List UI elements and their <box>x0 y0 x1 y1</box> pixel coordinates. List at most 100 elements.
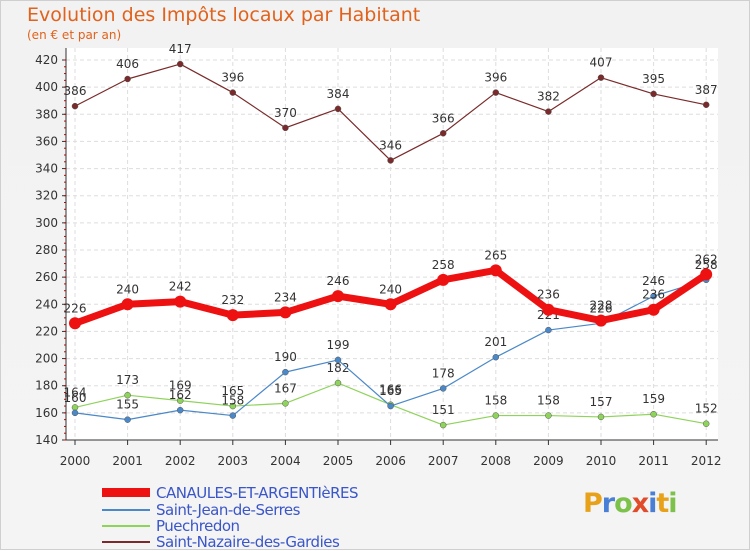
y-tick-label: 260 <box>35 270 58 284</box>
data-label-canaules-et-argenti-res: 226 <box>64 301 87 315</box>
data-point-saint-jean-de-serres <box>282 368 289 376</box>
data-label-canaules-et-argenti-res: 228 <box>590 299 613 313</box>
data-label-canaules-et-argenti-res: 242 <box>169 280 192 294</box>
data-label-saint-nazaire-des-gardies: 417 <box>169 42 192 56</box>
data-label-puechredon: 165 <box>221 384 244 398</box>
y-tick-label: 380 <box>35 107 58 121</box>
x-tick-label: 2003 <box>218 454 249 468</box>
data-point-saint-nazaire-des-gardies <box>387 157 394 164</box>
x-tick-label: 2011 <box>638 454 669 468</box>
y-tick-label: 220 <box>35 324 58 338</box>
data-label-saint-jean-de-serres: 201 <box>484 335 507 349</box>
data-point-canaules-et-argenti-res <box>121 298 134 311</box>
y-tick-label: 200 <box>35 352 58 366</box>
data-label-saint-jean-de-serres: 226 <box>590 301 613 315</box>
proxiti-logo: Proxiti <box>583 488 678 519</box>
data-label-saint-nazaire-des-gardies: 407 <box>590 56 613 70</box>
data-point-puechredon <box>545 412 552 419</box>
data-point-saint-nazaire-des-gardies <box>545 108 552 115</box>
data-point-saint-jean-de-serres <box>124 416 131 423</box>
legend-item: CANAULES-ET-ARGENTIèRES <box>102 484 359 502</box>
data-label-canaules-et-argenti-res: 232 <box>221 293 244 307</box>
data-label-saint-nazaire-des-gardies: 346 <box>379 138 402 152</box>
data-point-canaules-et-argenti-res <box>437 273 450 286</box>
data-point-puechredon <box>439 421 447 429</box>
data-label-puechredon: 159 <box>642 392 665 406</box>
data-point-saint-nazaire-des-gardies <box>702 101 710 109</box>
data-point-saint-jean-de-serres <box>176 406 184 414</box>
legend-label: Saint-Jean-de-Serres <box>156 500 300 519</box>
data-label-saint-jean-de-serres: 199 <box>327 338 350 352</box>
data-point-canaules-et-argenti-res <box>700 268 713 281</box>
legend-swatch <box>102 524 150 527</box>
data-label-canaules-et-argenti-res: 246 <box>327 274 350 288</box>
plot-area <box>66 48 718 440</box>
data-label-saint-jean-de-serres: 165 <box>379 384 402 398</box>
data-label-puechredon: 167 <box>274 381 297 395</box>
chart-subtitle: (en € et par an) <box>27 28 122 42</box>
y-tick-label: 340 <box>35 162 58 176</box>
data-point-canaules-et-argenti-res <box>542 303 555 316</box>
data-point-puechredon <box>492 412 500 419</box>
data-label-canaules-et-argenti-res: 236 <box>537 288 560 302</box>
y-tick-label: 240 <box>35 297 58 311</box>
x-tick-label: 2000 <box>60 454 91 468</box>
data-label-puechredon: 151 <box>432 403 455 417</box>
data-point-saint-jean-de-serres <box>492 353 500 361</box>
y-tick-label: 180 <box>35 379 58 393</box>
data-point-canaules-et-argenti-res <box>69 317 81 330</box>
logo-letter: r <box>601 488 615 519</box>
y-tick-label: 280 <box>35 243 58 257</box>
chart-title: Evolution des Impôts locaux par Habitant <box>27 4 421 26</box>
legend-swatch <box>102 508 150 511</box>
data-point-puechredon <box>229 402 237 410</box>
data-label-saint-jean-de-serres: 162 <box>169 388 192 402</box>
data-label-puechredon: 169 <box>169 379 192 393</box>
data-label-canaules-et-argenti-res: 236 <box>642 288 665 302</box>
legend-item: Saint-Jean-de-Serres <box>102 500 300 519</box>
logo-letter: i <box>648 488 657 519</box>
data-point-canaules-et-argenti-res <box>226 309 239 322</box>
data-point-puechredon <box>71 404 79 411</box>
x-tick-label: 2004 <box>270 454 301 468</box>
data-point-saint-jean-de-serres <box>650 292 657 300</box>
data-label-canaules-et-argenti-res: 240 <box>379 282 402 296</box>
data-point-puechredon <box>650 410 657 418</box>
data-label-saint-nazaire-des-gardies: 370 <box>274 106 297 120</box>
data-point-puechredon <box>334 379 342 387</box>
y-tick-label: 320 <box>35 189 58 203</box>
data-label-saint-nazaire-des-gardies: 395 <box>642 72 665 86</box>
x-tick-label: 2002 <box>165 454 196 468</box>
data-point-canaules-et-argenti-res <box>279 306 292 319</box>
y-tick-label: 140 <box>35 433 58 447</box>
data-point-saint-jean-de-serres <box>71 409 79 417</box>
y-tick-label: 400 <box>35 80 58 94</box>
data-label-canaules-et-argenti-res: 265 <box>484 248 507 262</box>
y-tick-label: 160 <box>35 406 58 420</box>
x-tick-label: 2012 <box>691 454 722 468</box>
legend-item: Puechredon <box>102 516 240 535</box>
legend-label: Saint-Nazaire-des-Gardies <box>156 532 340 551</box>
data-point-saint-jean-de-serres <box>334 356 342 364</box>
x-tick-label: 2007 <box>428 454 459 468</box>
data-point-saint-jean-de-serres <box>439 385 447 392</box>
x-tick-label: 2010 <box>586 454 617 468</box>
logo-letter: o <box>614 488 633 519</box>
data-label-puechredon: 173 <box>116 373 139 387</box>
data-label-puechredon: 158 <box>537 394 560 408</box>
data-label-saint-nazaire-des-gardies: 387 <box>695 83 718 97</box>
legend-swatch <box>102 488 150 497</box>
legend-label: Puechredon <box>156 516 240 535</box>
data-label-saint-jean-de-serres: 155 <box>116 398 139 412</box>
data-point-puechredon <box>176 397 184 404</box>
data-label-canaules-et-argenti-res: 240 <box>116 282 139 296</box>
data-point-saint-nazaire-des-gardies <box>597 74 605 81</box>
y-tick-label: 420 <box>35 53 58 67</box>
data-label-saint-nazaire-des-gardies: 396 <box>484 71 507 85</box>
data-point-canaules-et-argenti-res <box>174 295 187 308</box>
data-point-saint-nazaire-des-gardies <box>650 90 657 98</box>
legend-item: Saint-Nazaire-des-Gardies <box>102 532 340 551</box>
legend-swatch <box>102 540 150 543</box>
x-tick-label: 2008 <box>481 454 512 468</box>
